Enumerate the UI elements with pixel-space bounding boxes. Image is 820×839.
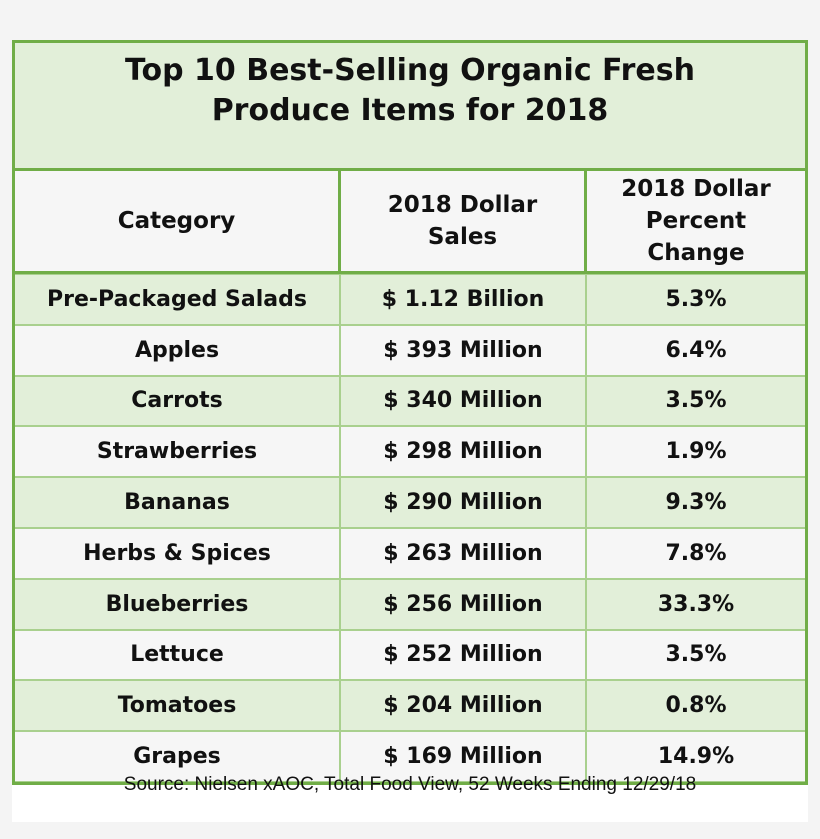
title-line-1: Top 10 Best-Selling Organic Fresh [125,53,695,88]
header-sales: 2018 Dollar Sales [341,171,587,271]
header-sales-line-1: 2018 Dollar [387,192,538,218]
change-cell: 7.8% [587,527,805,578]
change-cell: 14.9% [587,731,805,781]
header-change: 2018 Dollar Percent Change [587,171,805,271]
category-cell: Carrots [15,375,341,426]
table-title: Top 10 Best-Selling Organic Fresh Produc… [15,43,805,171]
header-change-line-1: 2018 Dollar [621,176,771,202]
change-cell: 3.5% [587,375,805,426]
category-cell: Tomatoes [15,680,341,731]
header-category: Category [15,171,341,271]
change-cell: 1.9% [587,426,805,476]
sales-cell: $ 1.12 Billion [341,274,587,324]
category-cell: Strawberries [15,426,341,477]
category-cell: Lettuce [15,629,341,680]
table-row: Bananas $ 290 Million 9.3% [15,477,805,528]
header-change-line-3: Change [647,240,745,266]
table-frame: Top 10 Best-Selling Organic Fresh Produc… [12,40,808,822]
category-cell: Herbs & Spices [15,527,341,578]
category-cell: Blueberries [15,578,341,629]
sales-cell: $ 169 Million [341,731,587,781]
table-row: Tomatoes $ 204 Million 0.8% [15,680,805,732]
table-row: Pre-Packaged Salads $ 1.12 Billion 5.3% [15,274,805,325]
category-cell: Bananas [15,477,341,527]
category-cell: Pre-Packaged Salads [15,274,341,324]
change-cell: 3.5% [587,629,805,680]
sales-cell: $ 252 Million [341,629,587,680]
table-body: Pre-Packaged Salads $ 1.12 Billion 5.3% App… [15,274,805,782]
source-note: Source: Nielsen xAOC, Total Food View, 5… [123,774,697,795]
change-cell: 33.3% [587,578,805,629]
change-cell: 5.3% [587,274,805,324]
header-sales-line-2: Sales [427,224,498,250]
sales-cell: $ 263 Million [341,527,587,578]
header-change-line-2: Percent [645,208,747,234]
sales-cell: $ 298 Million [341,426,587,477]
title-line-2: Produce Items for 2018 [211,93,609,128]
sales-cell: $ 340 Million [341,375,587,426]
sales-cell: $ 393 Million [341,324,587,375]
change-cell: 9.3% [587,477,805,527]
table-row: Herbs & Spices $ 263 Million 7.8% [15,527,805,579]
produce-table: Top 10 Best-Selling Organic Fresh Produc… [12,40,808,785]
category-cell: Apples [15,324,341,375]
change-cell: 6.4% [587,324,805,375]
header-row: Category 2018 Dollar Sales 2018 Dollar Per… [15,171,805,274]
sales-cell: $ 256 Million [341,578,587,629]
table-row: Strawberries $ 298 Million 1.9% [15,426,805,478]
sales-cell: $ 204 Million [341,680,587,731]
table-row: Grapes $ 169 Million 14.9% [15,731,805,782]
sales-cell: $ 290 Million [341,477,587,527]
change-cell: 0.8% [587,680,805,730]
table-row: Carrots $ 340 Million 3.5% [15,375,805,427]
table-row: Blueberries $ 256 Million 33.3% [15,578,805,630]
table-row: Apples $ 393 Million 6.4% [15,324,805,376]
category-cell: Grapes [15,731,341,781]
table-row: Lettuce $ 252 Million 3.5% [15,629,805,681]
